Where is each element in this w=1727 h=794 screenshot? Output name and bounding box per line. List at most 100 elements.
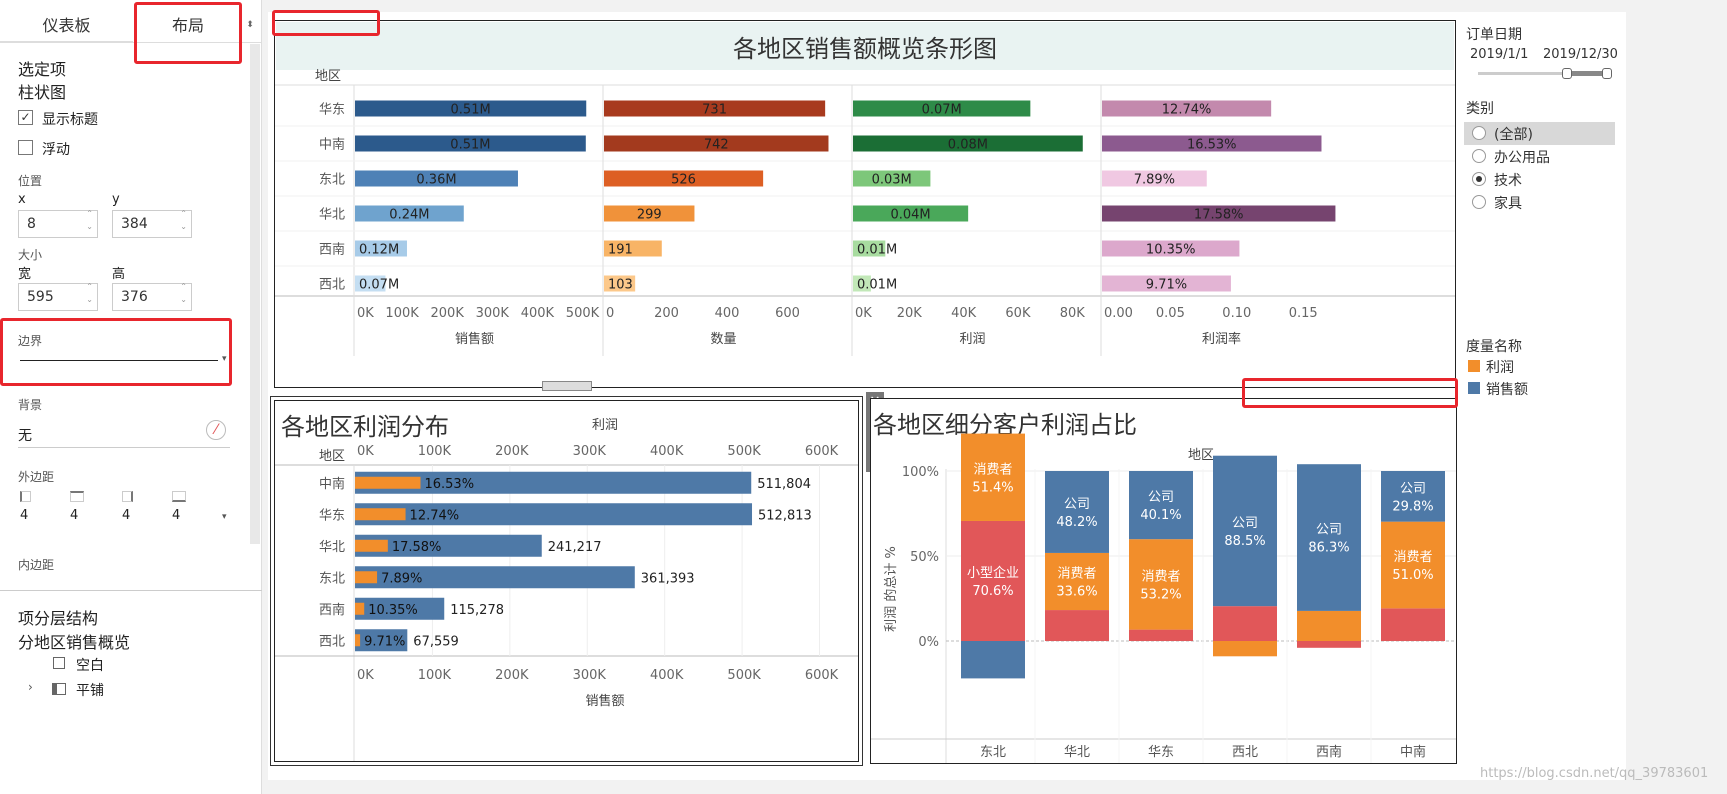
tab-layout[interactable]: 布局 xyxy=(133,4,243,42)
bar-label: 0.04M xyxy=(890,208,930,223)
bar-label: 0.24M xyxy=(389,208,429,223)
bar-label: 12.74% xyxy=(1162,103,1212,118)
stack-segment xyxy=(1045,552,1109,611)
x-tick-label: 华东 xyxy=(1148,745,1174,760)
expand-chevron-icon[interactable]: › xyxy=(28,680,33,694)
tick-label: 100K xyxy=(385,306,419,321)
chart-title: 各地区销售额概览条形图 xyxy=(733,35,997,63)
row-label: 华北 xyxy=(319,208,345,223)
profit-rate-label: 7.89% xyxy=(381,571,422,586)
width-label: 宽 xyxy=(18,267,32,282)
sales-bar xyxy=(355,471,752,494)
legend-swatch-profit xyxy=(1468,360,1480,372)
border-label: 边界 xyxy=(18,334,43,348)
tick-label: 500K xyxy=(566,306,600,321)
outer-padding-left[interactable]: 4 xyxy=(20,508,29,523)
segment-value: 88.5% xyxy=(1224,534,1265,549)
scrollbar[interactable] xyxy=(250,44,260,544)
bar-label: 10.35% xyxy=(1146,243,1196,258)
y-position-input[interactable]: 384 xyxy=(112,207,192,238)
x-tick-label: 东北 xyxy=(980,745,1006,760)
radio-tech[interactable] xyxy=(1472,172,1486,186)
x-tick-label: 中南 xyxy=(1400,744,1426,760)
x-position-input[interactable]: 8 xyxy=(18,207,98,238)
bar xyxy=(853,100,1031,117)
profit-rate-label: 12.74% xyxy=(410,508,460,523)
order-date-label: 订单日期 xyxy=(1466,27,1522,43)
tab-dashboard[interactable]: 仪表板 xyxy=(0,4,133,42)
bar xyxy=(853,135,1083,152)
hierarchy-item-tiled[interactable]: 平铺 xyxy=(76,683,104,699)
radio-all[interactable] xyxy=(1472,126,1486,140)
overview-bar-chart[interactable]: 各地区销售额概览条形图 地区 华东 中南 东北 华北 西南 西北 0.51M 0.51M 0.36… xyxy=(274,20,1456,388)
tick-label: 400K xyxy=(521,306,555,321)
row-label: 华北 xyxy=(319,540,345,555)
background-value[interactable]: 无 xyxy=(18,428,32,444)
stack-segment xyxy=(1213,455,1277,607)
axis-title: 利润 xyxy=(959,332,985,347)
stack-segment xyxy=(1129,471,1193,540)
measure-names-label: 度量名称 xyxy=(1466,339,1522,355)
segment-value: 53.2% xyxy=(1140,587,1181,602)
bar xyxy=(853,205,969,222)
border-dropdown-icon[interactable]: ▾ xyxy=(222,354,227,364)
bar-label: 0.51M xyxy=(451,103,491,118)
y-tick-label: 0% xyxy=(918,635,939,650)
row-label: 华东 xyxy=(319,103,345,118)
hierarchy-root[interactable]: 分地区销售概览 xyxy=(18,633,131,652)
segment-value: 33.6% xyxy=(1056,585,1097,600)
sales-value-label: 361,393 xyxy=(641,571,695,586)
outer-padding-bottom[interactable]: 4 xyxy=(172,508,181,523)
chart-title: 各地区利润分布 xyxy=(281,413,449,441)
bar xyxy=(853,240,886,257)
bar-label: 0.08M xyxy=(948,138,988,153)
tick-label: 40K xyxy=(951,306,977,321)
segment-value: 86.3% xyxy=(1308,541,1349,556)
show-title-checkbox[interactable]: ✓ xyxy=(18,110,33,125)
bar-label: 191 xyxy=(608,243,633,258)
tick-label-top: 100K xyxy=(418,444,452,459)
padding-dropdown-icon[interactable]: ▾ xyxy=(222,512,227,522)
legend-label-profit[interactable]: 利润 xyxy=(1486,360,1514,376)
width-input[interactable]: 595 xyxy=(18,280,98,311)
collapse-arrows-icon[interactable]: ⬍ xyxy=(246,20,254,30)
segment-label: 消费者 xyxy=(973,462,1012,477)
outer-padding-top[interactable]: 4 xyxy=(70,508,79,523)
legend-swatch-sales xyxy=(1468,382,1480,394)
date-slider-end-handle[interactable] xyxy=(1602,68,1612,79)
date-slider-track[interactable] xyxy=(1478,72,1608,75)
tick-label: 400 xyxy=(715,306,740,321)
segment-profit-chart[interactable]: 各地区细分客户利润占比 地区 利润 的总计 % 100% 50% 0% 东北 小型企业 70.… xyxy=(870,398,1457,764)
panel-divider xyxy=(0,590,262,591)
height-input[interactable]: 376 xyxy=(112,280,192,311)
show-title-label: 显示标题 xyxy=(42,112,98,128)
row-label: 中南 xyxy=(319,476,345,492)
row-label: 中南 xyxy=(319,137,345,153)
border-style-line[interactable] xyxy=(20,360,218,361)
radio-furniture[interactable] xyxy=(1472,195,1486,209)
segment-value: 40.1% xyxy=(1140,508,1181,523)
category-option-office[interactable]: 办公用品 xyxy=(1494,150,1550,166)
legend-label-sales[interactable]: 销售额 xyxy=(1486,382,1528,398)
category-option-all[interactable]: (全部) xyxy=(1494,127,1533,143)
segment-value: 48.2% xyxy=(1056,515,1097,530)
category-label: 类别 xyxy=(1466,101,1494,117)
outer-padding-right[interactable]: 4 xyxy=(122,508,131,523)
category-option-tech[interactable]: 技术 xyxy=(1494,173,1522,189)
background-underline xyxy=(18,447,230,448)
stack-segment xyxy=(1297,610,1361,641)
segment-label: 公司 xyxy=(1232,516,1258,531)
tick-label-bottom: 600K xyxy=(805,668,839,683)
profit-distribution-chart[interactable]: 各地区利润分布 利润 地区 0K 0K 100K 100K 200K 200K 300K 300K… xyxy=(274,400,859,762)
resize-handle[interactable] xyxy=(542,381,592,391)
hierarchy-item-blank[interactable]: 空白 xyxy=(76,658,104,674)
bar-label: 17.58% xyxy=(1194,208,1244,223)
category-option-furniture[interactable]: 家具 xyxy=(1494,196,1522,212)
no-color-icon[interactable]: ⁄ xyxy=(206,420,226,440)
bar xyxy=(355,170,518,187)
floating-checkbox[interactable] xyxy=(18,140,33,155)
radio-office[interactable] xyxy=(1472,149,1486,163)
date-slider-start-handle[interactable] xyxy=(1562,68,1572,79)
